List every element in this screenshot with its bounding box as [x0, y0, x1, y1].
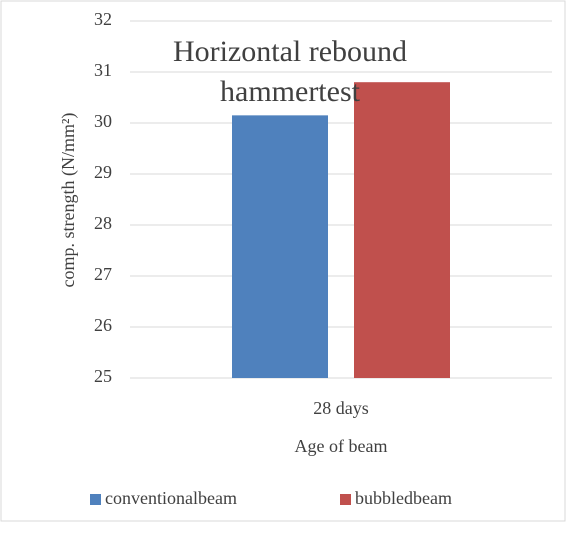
legend-label: bubbledbeam	[355, 488, 452, 508]
x-axis-label: Age of beam	[295, 436, 388, 456]
legend-label: conventionalbeam	[105, 488, 237, 508]
y-tick-label: 31	[94, 60, 112, 80]
y-tick-label: 25	[94, 366, 112, 386]
chart-title: Horizontal rebound hammertest	[172, 35, 408, 108]
y-tick-label: 32	[94, 9, 112, 29]
y-tick-label: 29	[94, 162, 112, 182]
y-tick-label: 30	[94, 111, 112, 131]
legend-swatch	[340, 494, 351, 505]
y-axis-label: comp. strength (N/mm²)	[58, 113, 79, 288]
y-tick-label: 27	[94, 264, 112, 284]
x-tick-label: 28 days	[313, 398, 369, 418]
bar	[232, 115, 328, 378]
y-tick-label: 28	[94, 213, 112, 233]
y-tick-label: 26	[94, 315, 112, 335]
marks	[232, 82, 450, 378]
grid	[130, 20, 552, 379]
legend-swatch	[90, 494, 101, 505]
bar	[354, 82, 450, 378]
